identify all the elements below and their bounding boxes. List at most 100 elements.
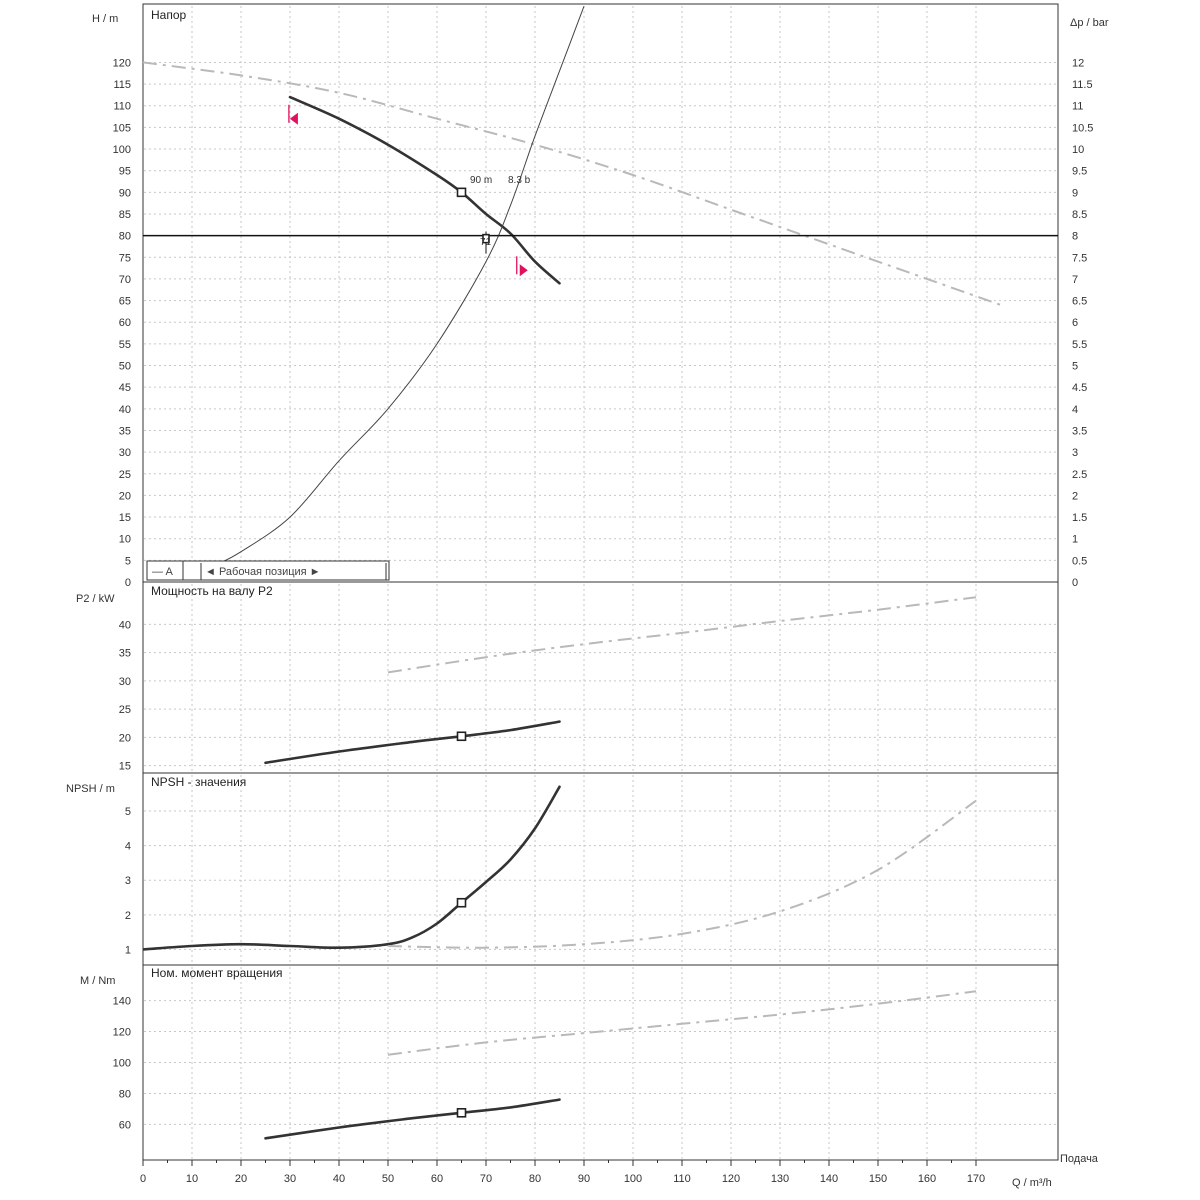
y2-tick-label: 10.5 <box>1072 122 1093 134</box>
operating-point-label: 90 m <box>470 175 492 186</box>
npsh-panel-title: NPSH - значения <box>151 775 246 789</box>
label-layer: 0510152025303540455055606570758085909510… <box>113 57 1094 1185</box>
y2-tick-label: 0 <box>1072 577 1078 589</box>
y-tick-label: 55 <box>119 339 131 351</box>
y-tick-label: 100 <box>113 144 131 156</box>
y-tick-label: 90 <box>119 187 131 199</box>
y-tick-label: 120 <box>113 1027 131 1039</box>
torque-y-axis-title: M / Nm <box>80 975 115 987</box>
y2-tick-label: 1.5 <box>1072 512 1087 524</box>
y-tick-label: 60 <box>119 317 131 329</box>
y-tick-label: 30 <box>119 676 131 688</box>
max-speed-curve-power <box>387 596 977 674</box>
y-tick-label: 40 <box>119 404 131 416</box>
legend: — A ◄ Рабочая позиция ► <box>146 560 390 581</box>
y-tick-label: 3 <box>125 875 131 887</box>
y-tick-label: 35 <box>119 648 131 660</box>
y-tick-label: 4 <box>125 841 131 853</box>
y-tick-label: 70 <box>119 274 131 286</box>
operating-point-marker <box>456 1107 467 1118</box>
x-tick-label: 70 <box>480 1173 492 1185</box>
pump-curve-power <box>264 720 561 765</box>
y-tick-label: 45 <box>119 382 131 394</box>
power-y-axis-title: P2 / kW <box>76 593 115 605</box>
max-speed-curve-torque <box>387 990 977 1056</box>
y2-tick-label: 7.5 <box>1072 252 1087 264</box>
legend-center-entry: ◄ Рабочая позиция ► <box>205 566 321 578</box>
operating-point-marker <box>456 897 467 908</box>
torque-panel-title: Ном. момент вращения <box>151 966 283 980</box>
y2-tick-label: 4.5 <box>1072 382 1087 394</box>
y-tick-label: 20 <box>119 732 131 744</box>
y2-tick-label: 10 <box>1072 144 1084 156</box>
min-flow-marker <box>289 112 298 125</box>
y2-tick-label: 2.5 <box>1072 469 1087 481</box>
y-tick-label: 50 <box>119 361 131 373</box>
x-tick-label: 120 <box>722 1173 740 1185</box>
y-tick-label: 5 <box>125 806 131 818</box>
y-tick-label: 20 <box>119 490 131 502</box>
y-tick-label: 15 <box>119 512 131 524</box>
x-tick-label: 30 <box>284 1173 296 1185</box>
y2-tick-label: 9 <box>1072 187 1078 199</box>
y-tick-label: 25 <box>119 469 131 481</box>
x-tick-label: 110 <box>673 1173 691 1185</box>
y2-tick-label: 4 <box>1072 404 1078 416</box>
pump-curve-head <box>288 95 561 285</box>
grid-layer <box>144 6 1057 1159</box>
y2-tick-label: 8.5 <box>1072 209 1087 221</box>
y2-tick-label: 3.5 <box>1072 425 1087 437</box>
pump-curve-torque <box>264 1098 561 1140</box>
x-tick-label: 150 <box>869 1173 887 1185</box>
npsh-y-axis-title: NPSH / m <box>66 783 115 795</box>
frame-layer <box>142 3 1059 1166</box>
head-y-axis-title: H / m <box>92 13 118 25</box>
y2-tick-label: 12 <box>1072 57 1084 69</box>
reference-point-label: 71 <box>480 237 492 248</box>
y2-tick-label: 5 <box>1072 361 1078 373</box>
y2-tick-label: 3 <box>1072 447 1078 459</box>
x-tick-label: 20 <box>235 1173 247 1185</box>
x-tick-label: 170 <box>967 1173 985 1185</box>
max-flow-marker <box>519 264 528 277</box>
y2-tick-label: 11 <box>1072 101 1083 113</box>
x-tick-label: 0 <box>140 1173 146 1185</box>
y-tick-label: 1 <box>125 944 131 956</box>
panel-frame <box>142 772 1059 966</box>
y-tick-label: 25 <box>119 704 131 716</box>
y-tick-label: 85 <box>119 209 131 221</box>
x-axis-caption: Подача <box>1060 1153 1099 1165</box>
y-tick-label: 105 <box>113 122 131 134</box>
curve-layer <box>143 6 1058 1140</box>
y-tick-label: 100 <box>113 1058 131 1070</box>
legend-frame <box>146 560 390 581</box>
y-tick-label: 60 <box>119 1119 131 1131</box>
x-tick-label: 40 <box>333 1173 345 1185</box>
y-tick-label: 65 <box>119 296 131 308</box>
y-tick-label: 30 <box>119 447 131 459</box>
y-tick-label: 115 <box>113 79 131 91</box>
y-tick-label: 40 <box>119 619 131 631</box>
y2-tick-label: 6.5 <box>1072 296 1087 308</box>
x-tick-label: 100 <box>624 1173 642 1185</box>
pressure-readout-label: 8.3 b <box>508 175 531 186</box>
legend-left-entry: — A <box>152 566 173 578</box>
max-speed-curve-head <box>143 61 1001 306</box>
reference-point-marker <box>482 233 490 244</box>
x-tick-label: 140 <box>820 1173 838 1185</box>
y-tick-label: 5 <box>125 555 131 567</box>
y2-tick-label: 1 <box>1072 534 1078 546</box>
operating-point-marker <box>456 187 467 198</box>
y-tick-label: 80 <box>119 1088 131 1100</box>
y-tick-label: 15 <box>119 761 131 773</box>
y2-tick-label: 11.5 <box>1072 79 1093 91</box>
y-tick-label: 120 <box>113 57 131 69</box>
y-tick-label: 95 <box>119 166 131 178</box>
pump-curve-npsh <box>143 785 561 951</box>
y2-tick-label: 2 <box>1072 490 1078 502</box>
x-tick-label: 130 <box>771 1173 789 1185</box>
x-tick-label: 80 <box>529 1173 541 1185</box>
y2-tick-label: 7 <box>1072 274 1078 286</box>
y-tick-label: 75 <box>119 252 131 264</box>
